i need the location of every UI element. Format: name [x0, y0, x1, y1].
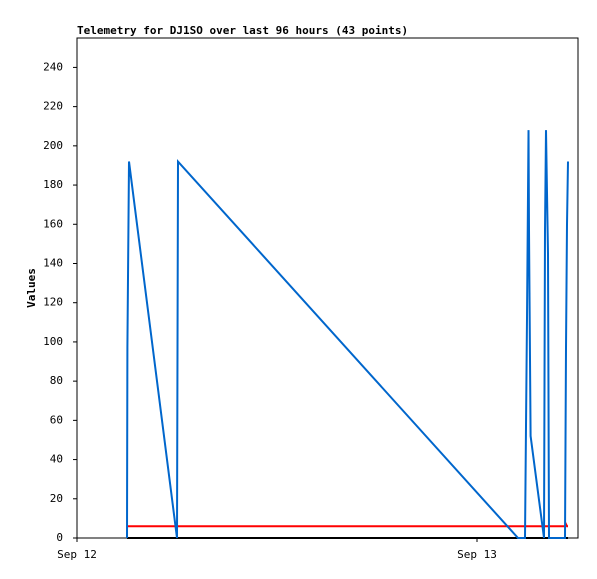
series-line: [126, 130, 569, 539]
y-tick-label: 180: [43, 178, 63, 191]
y-tick-label: 120: [43, 296, 63, 309]
y-axis-label: Values: [25, 268, 38, 308]
y-tick-label: 20: [50, 492, 63, 505]
y-tick-label: 140: [43, 256, 63, 269]
y-tick-label: 40: [50, 453, 63, 466]
y-tick-label: 240: [43, 60, 63, 73]
y-tick-label: 0: [56, 531, 63, 544]
y-tick-label: 200: [43, 139, 63, 152]
y-tick-label: 220: [43, 100, 63, 113]
chart-title: Telemetry for DJ1SO over last 96 hours (…: [77, 24, 408, 37]
y-tick-label: 80: [50, 374, 63, 387]
x-tick-label: Sep 12: [57, 548, 97, 561]
y-tick-label: 60: [50, 413, 63, 426]
y-tick-label: 100: [43, 335, 63, 348]
y-tick-label: 160: [43, 217, 63, 230]
x-tick-label: Sep 13: [457, 548, 497, 561]
